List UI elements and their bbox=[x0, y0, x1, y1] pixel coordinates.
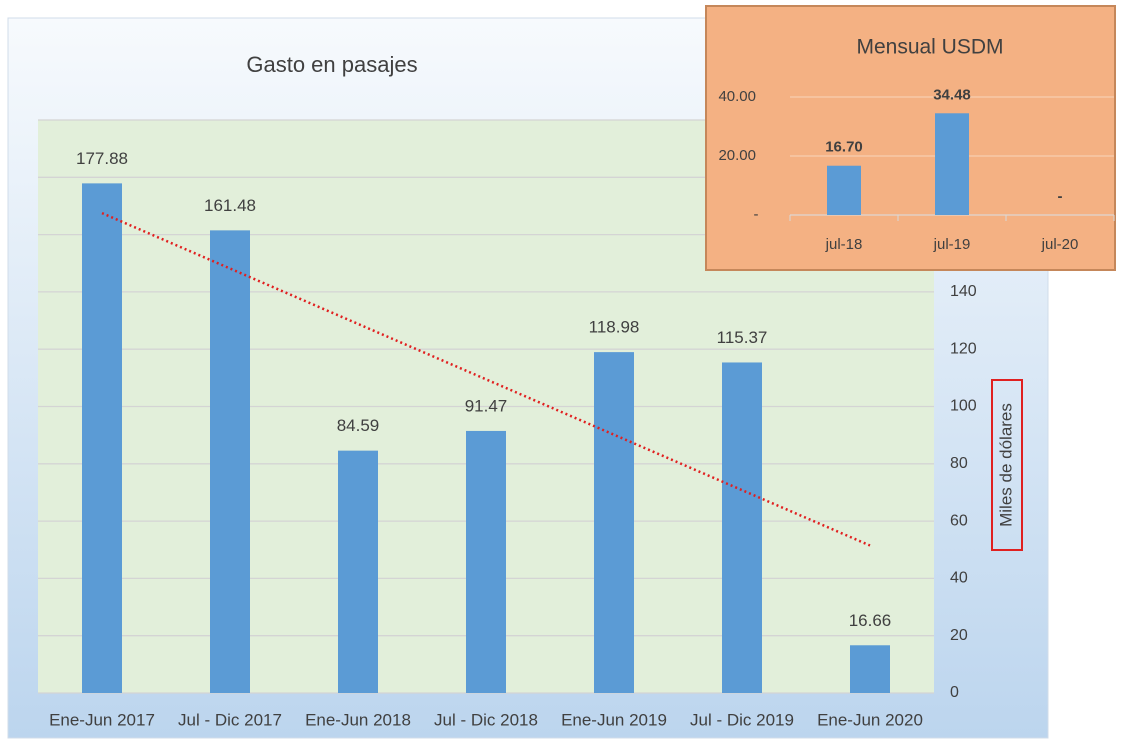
x-tick-label: Ene-Jun 2017 bbox=[49, 710, 155, 729]
x-tick-label: Ene-Jun 2019 bbox=[561, 710, 667, 729]
axis-label-box bbox=[991, 379, 1023, 551]
bar bbox=[935, 113, 969, 215]
y-axis-label: Miles de dólares bbox=[996, 403, 1015, 527]
y-tick-label: 20.00 bbox=[718, 147, 756, 164]
value-label: 115.37 bbox=[717, 328, 768, 347]
value-label: 84.59 bbox=[337, 416, 380, 435]
bar bbox=[466, 430, 506, 693]
value-label: 16.66 bbox=[849, 611, 892, 630]
y-tick-label: 40 bbox=[950, 570, 968, 587]
y-tick-label: - bbox=[754, 206, 759, 223]
x-tick-label: Ene-Jun 2018 bbox=[305, 710, 411, 729]
y-tick-label: 40.00 bbox=[718, 88, 756, 105]
value-label: 91.47 bbox=[465, 396, 508, 415]
main-chart: 020406080100120140160180200Ene-Jun 20171… bbox=[38, 111, 977, 729]
x-tick-label: Jul - Dic 2017 bbox=[178, 710, 282, 729]
bar bbox=[210, 230, 250, 693]
value-label: 177.88 bbox=[76, 149, 128, 168]
x-tick-label: jul-19 bbox=[933, 236, 971, 253]
value-label: 34.48 bbox=[933, 86, 971, 103]
x-tick-label: Jul - Dic 2019 bbox=[690, 710, 794, 729]
bar bbox=[722, 362, 762, 693]
inset-chart: - 20.00 40.00 jul-18 16.70 jul-19 34.48 jul-20 - bbox=[718, 86, 1115, 253]
bar bbox=[594, 352, 634, 693]
value-label: 161.48 bbox=[204, 196, 256, 215]
x-tick-label: Jul - Dic 2018 bbox=[434, 710, 538, 729]
bar bbox=[827, 165, 861, 215]
bar bbox=[82, 183, 122, 694]
y-tick-label: 0 bbox=[950, 684, 959, 701]
x-tick-label: Ene-Jun 2020 bbox=[817, 710, 923, 729]
bar bbox=[338, 450, 378, 693]
y-tick-label: 140 bbox=[950, 283, 977, 300]
y-tick-label: 100 bbox=[950, 398, 977, 415]
y-tick-label: 120 bbox=[950, 340, 977, 357]
y-tick-label: 80 bbox=[950, 455, 968, 472]
x-tick-label: jul-18 bbox=[825, 236, 863, 253]
value-label: - bbox=[1058, 188, 1063, 205]
x-tick-label: jul-20 bbox=[1041, 236, 1079, 253]
y-tick-label: 60 bbox=[950, 512, 968, 529]
inset-panel bbox=[705, 5, 1116, 271]
y-tick-label: 20 bbox=[950, 627, 968, 644]
chart-title: Gasto en pasajes bbox=[246, 52, 417, 77]
bar bbox=[850, 645, 890, 693]
value-label: 118.98 bbox=[589, 318, 640, 337]
value-label: 16.70 bbox=[825, 139, 863, 156]
inset-title: Mensual USDM bbox=[856, 36, 1003, 59]
